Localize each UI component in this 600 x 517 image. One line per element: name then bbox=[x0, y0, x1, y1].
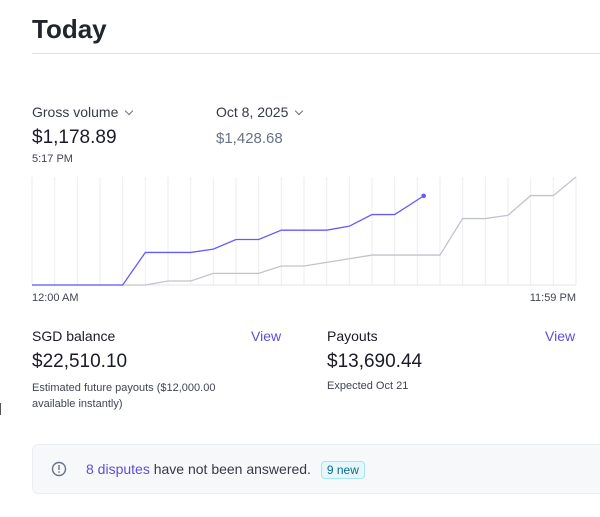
current-point-marker bbox=[421, 193, 426, 199]
compare-date-selector[interactable]: Oct 8, 2025 bbox=[216, 104, 304, 120]
gross-volume-chart bbox=[31, 176, 577, 286]
disputes-banner: 8 disputes have not been answered. 9 new bbox=[32, 444, 600, 494]
balance-value: $22,510.10 bbox=[32, 351, 128, 372]
payouts-value: $13,690.44 bbox=[327, 351, 423, 372]
balance-label: SGD balance bbox=[32, 328, 116, 344]
divider bbox=[32, 53, 600, 54]
chevron-down-icon bbox=[125, 106, 134, 116]
compare-date-label: Oct 8, 2025 bbox=[216, 104, 289, 120]
metric-selector[interactable]: Gross volume bbox=[32, 104, 134, 120]
gross-volume-series-line bbox=[32, 195, 425, 286]
compare-value: $1,428.68 bbox=[216, 130, 283, 147]
balance-note: Estimated future payouts ($12,000.00 ava… bbox=[32, 382, 216, 410]
chevron-down-icon bbox=[295, 106, 304, 116]
page-title: Today bbox=[32, 14, 107, 44]
balance-view-link[interactable]: View bbox=[251, 328, 282, 344]
disputes-text: have not been answered. bbox=[149, 461, 311, 477]
disputes-link[interactable]: 8 disputes bbox=[86, 461, 150, 477]
payouts-note: Expected Oct 21 bbox=[327, 380, 409, 392]
payouts-label: Payouts bbox=[327, 328, 378, 344]
metric-value: $1,178.89 bbox=[32, 127, 117, 148]
metric-time: 5:17 PM bbox=[32, 153, 73, 165]
x-end-label: 11:59 PM bbox=[529, 292, 576, 304]
metric-selector-label: Gross volume bbox=[32, 104, 119, 120]
new-disputes-badge: 9 new bbox=[320, 461, 365, 479]
x-start-label: 12:00 AM bbox=[32, 292, 79, 304]
text-cursor bbox=[0, 403, 1, 415]
alert-circle-icon bbox=[51, 461, 67, 477]
payouts-view-link[interactable]: View bbox=[545, 328, 576, 344]
